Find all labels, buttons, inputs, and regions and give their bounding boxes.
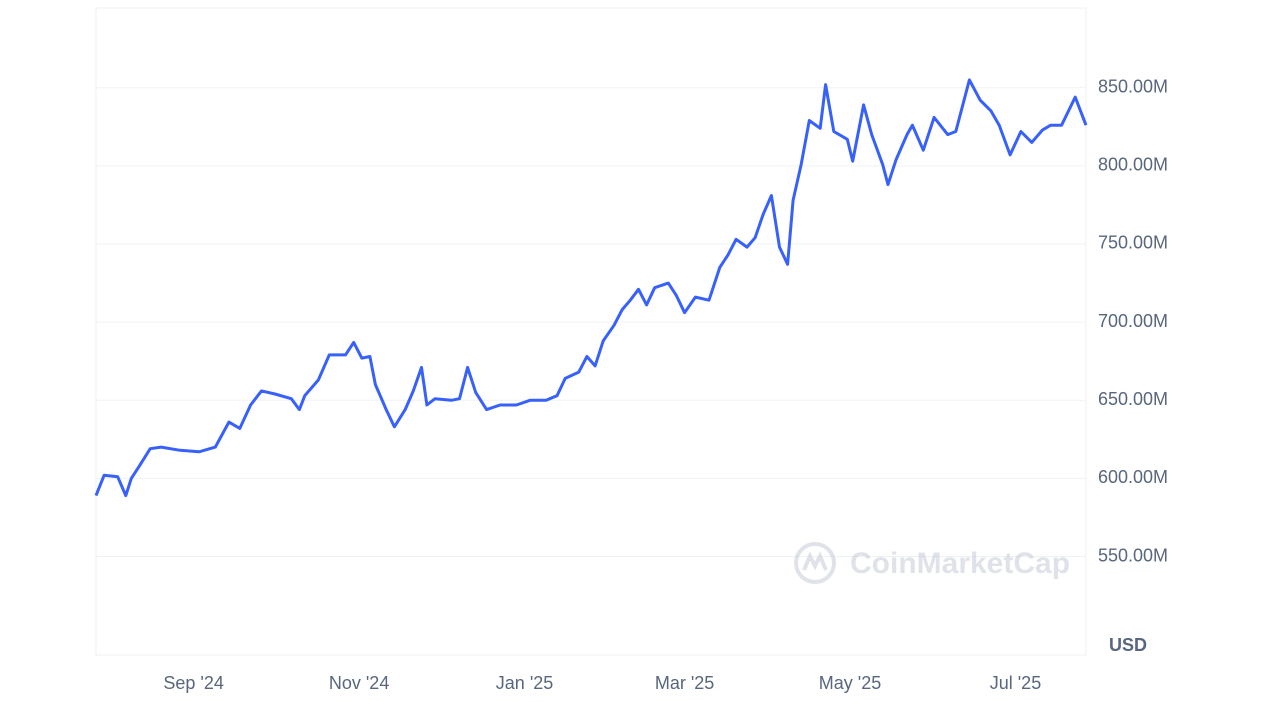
y-axis-label: USD <box>1109 635 1147 655</box>
y-tick-label: 850.00M <box>1098 76 1168 96</box>
y-tick-label: 600.00M <box>1098 467 1168 487</box>
y-tick-label: 750.00M <box>1098 233 1168 253</box>
x-tick-label: Nov '24 <box>329 673 389 693</box>
price-line <box>94 78 1088 498</box>
grid-layer <box>96 87 1086 558</box>
x-tick-label: Jul '25 <box>990 673 1041 693</box>
watermark-logo <box>794 542 836 584</box>
y-tick-label: 550.00M <box>1098 545 1168 565</box>
x-tick-label: Mar '25 <box>655 673 714 693</box>
watermark-text: CoinMarketCap <box>850 547 1070 580</box>
y-tick-label: 700.00M <box>1098 311 1168 331</box>
y-tick-label: 800.00M <box>1098 155 1168 175</box>
watermark: CoinMarketCap <box>794 542 1070 584</box>
x-tick-label: May '25 <box>819 673 881 693</box>
watermark-logo-mark <box>802 551 828 571</box>
x-tick-label: Sep '24 <box>163 673 224 693</box>
x-tick-label: Jan '25 <box>496 673 553 693</box>
plot-frame <box>95 7 1087 656</box>
y-tick-label: 650.00M <box>1098 389 1168 409</box>
